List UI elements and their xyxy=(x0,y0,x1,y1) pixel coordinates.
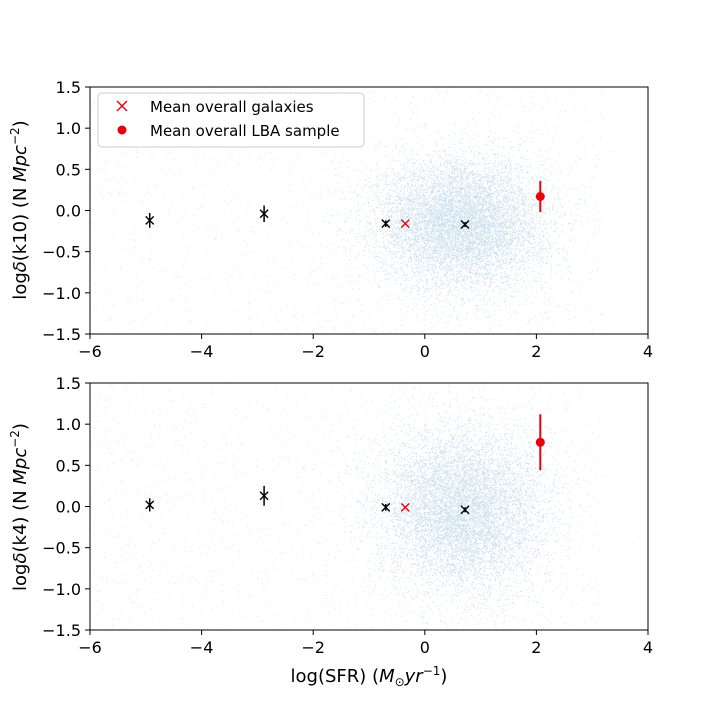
y-tick-label: 0.0 xyxy=(56,498,81,517)
axis-ticks-bottom: −6 −4 −2 0 2 4 −1.5 −1.0 −0.5 0.0 0.5 1.0 1.5 xyxy=(42,374,653,657)
x-tick-label: 2 xyxy=(531,342,541,361)
x-tick-label: 4 xyxy=(643,342,653,361)
y-tick-label: 1.5 xyxy=(56,374,81,393)
y-tick-label: 1.5 xyxy=(56,78,81,97)
mean-overall-galaxies-point xyxy=(400,219,410,229)
x-tick-label: −4 xyxy=(190,342,214,361)
y-tick-label: 1.0 xyxy=(56,119,81,138)
y-axis-label-top: logδ(k10) (N Mpc−2) xyxy=(8,120,31,299)
binned-mean-point xyxy=(259,491,269,501)
data-markers-top xyxy=(145,180,545,229)
legend-marker-lba xyxy=(117,125,127,135)
mean-overall-galaxies-point xyxy=(400,502,410,512)
x-tick-label: 0 xyxy=(420,342,430,361)
binned-mean-point xyxy=(460,220,470,229)
y-tick-label: −1.0 xyxy=(42,284,81,303)
plot-frame-top xyxy=(89,86,649,335)
binned-mean-point xyxy=(381,502,391,512)
x-tick-label: −6 xyxy=(78,342,102,361)
galaxy-point-cloud-bottom xyxy=(90,383,639,630)
binned-mean-point xyxy=(381,219,391,229)
binned-mean-point xyxy=(460,505,470,515)
y-tick-label: −1.0 xyxy=(42,580,81,599)
y-tick-label: −1.5 xyxy=(42,325,81,344)
y-tick-label: −0.5 xyxy=(42,539,81,558)
plot-frame-bottom xyxy=(89,382,649,631)
mean-overall-lba-point xyxy=(535,437,545,447)
legend-marker-mean-galaxies xyxy=(116,100,128,112)
binned-mean-point xyxy=(145,215,155,225)
legend-label-lba: Mean overall LBA sample xyxy=(150,122,340,140)
y-tick-label: 0.0 xyxy=(56,202,81,221)
binned-mean-point xyxy=(145,500,155,510)
galaxy-point-cloud-top xyxy=(90,87,614,334)
y-tick-label: −0.5 xyxy=(42,243,81,262)
x-tick-label: −4 xyxy=(190,638,214,657)
x-tick-label: 2 xyxy=(531,638,541,657)
y-tick-label: 0.5 xyxy=(56,160,81,179)
legend: Mean overall galaxies Mean overall LBA s… xyxy=(97,92,365,148)
legend-label-mean-galaxies: Mean overall galaxies xyxy=(150,98,314,116)
x-tick-label: −6 xyxy=(78,638,102,657)
y-tick-label: 1.0 xyxy=(56,415,81,434)
top-panel: −6 −4 −2 0 2 4 −1.5 −1.0 −0.5 0.0 0.5 1.0 1.5 logδ(k… xyxy=(8,78,653,361)
x-tick-label: −2 xyxy=(301,638,325,657)
y-tick-label: 0.5 xyxy=(56,456,81,475)
axis-ticks-top: −6 −4 −2 0 2 4 −1.5 −1.0 −0.5 0.0 0.5 1.0 1.5 xyxy=(42,78,653,361)
bottom-panel: −6 −4 −2 0 2 4 −1.5 −1.0 −0.5 0.0 0.5 1.0 1.5 logδ(k… xyxy=(8,374,653,689)
x-axis-label: log(SFR) (M⊙yr−1) xyxy=(291,664,448,689)
legend-box xyxy=(97,92,365,148)
y-axis-label-bottom: logδ(k4) (N Mpc−2) xyxy=(8,423,31,591)
x-tick-label: 0 xyxy=(420,638,430,657)
x-tick-label: −2 xyxy=(301,342,325,361)
mean-overall-lba-point xyxy=(535,192,545,202)
data-markers-bottom xyxy=(145,414,545,515)
x-tick-label: 4 xyxy=(643,638,653,657)
y-tick-label: −1.5 xyxy=(42,621,81,640)
binned-mean-point xyxy=(259,209,269,219)
